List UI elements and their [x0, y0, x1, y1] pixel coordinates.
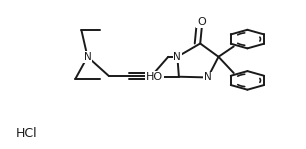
Text: N: N [204, 72, 212, 82]
Text: O: O [197, 17, 206, 27]
Text: N: N [84, 52, 91, 62]
Text: HCl: HCl [16, 127, 38, 140]
Text: HO: HO [146, 72, 163, 82]
Text: N: N [174, 52, 181, 62]
